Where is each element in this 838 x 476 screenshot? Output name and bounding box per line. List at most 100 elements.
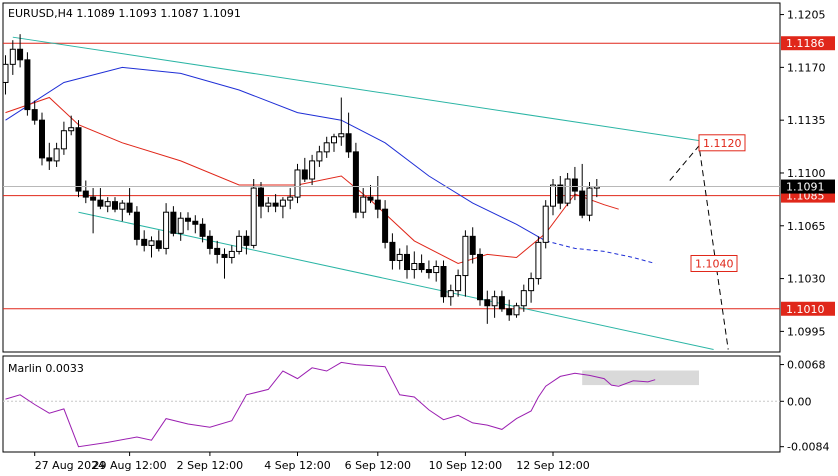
ma-blue-line bbox=[5, 66, 546, 242]
level-label-bg bbox=[781, 36, 835, 51]
indicator-tick-label: -0.0084 bbox=[787, 441, 829, 454]
candle-body bbox=[228, 250, 235, 258]
candle-body bbox=[396, 253, 403, 261]
candle-body bbox=[214, 247, 221, 255]
candle-body bbox=[352, 151, 359, 213]
candle-body bbox=[24, 59, 31, 111]
candle-body bbox=[506, 308, 513, 316]
candle-body bbox=[148, 240, 155, 246]
price-axis: 1.11861.10851.10101.12051.11701.11351.11… bbox=[780, 9, 835, 338]
candle-body bbox=[447, 290, 454, 298]
indicator-panel-frame bbox=[2, 355, 781, 453]
candle-body bbox=[2, 63, 9, 83]
candle-body bbox=[185, 217, 191, 222]
candle-body bbox=[440, 266, 447, 298]
current-price-label: 1.1091 bbox=[786, 181, 825, 194]
candle-body bbox=[586, 187, 593, 216]
candle-body bbox=[571, 178, 578, 192]
candle-body bbox=[331, 136, 337, 144]
candle-body bbox=[53, 148, 60, 162]
candle-body bbox=[382, 208, 389, 243]
time-tick-label: 10 Sep 12:00 bbox=[429, 459, 502, 472]
candle-body bbox=[221, 253, 228, 258]
indicator-plot bbox=[3, 361, 780, 448]
candle-body bbox=[97, 199, 104, 207]
highlight-box bbox=[582, 370, 699, 386]
candle-body bbox=[82, 190, 89, 198]
main-panel-frame bbox=[2, 2, 781, 353]
candle-body bbox=[411, 262, 418, 271]
level-label: 1.1010 bbox=[786, 303, 825, 316]
candle-body bbox=[199, 223, 206, 237]
candle-body bbox=[243, 235, 250, 246]
candle-body bbox=[9, 48, 16, 65]
price-tick-label: 1.1100 bbox=[787, 167, 826, 180]
candle-body bbox=[126, 202, 133, 213]
main-chart-title: EURUSD,H4 1.1089 1.1093 1.1087 1.1091 bbox=[8, 7, 241, 20]
channel-upper-line bbox=[12, 36, 714, 144]
candle-body bbox=[250, 187, 257, 246]
candle-body bbox=[206, 235, 213, 249]
candle-body bbox=[338, 133, 345, 138]
candle-body bbox=[462, 235, 469, 277]
candle-body bbox=[316, 151, 323, 162]
channel-lower-line bbox=[78, 211, 714, 350]
candle-body bbox=[287, 196, 294, 201]
price-tick-label: 1.1170 bbox=[787, 61, 826, 74]
candle-body bbox=[360, 196, 367, 213]
candle-body bbox=[75, 127, 82, 192]
level-label-bg bbox=[781, 301, 835, 316]
candle-body bbox=[236, 235, 243, 252]
price-tick-label: 1.1205 bbox=[787, 9, 826, 22]
candle-body bbox=[564, 178, 571, 204]
main-plot: 1.1120 1.1040 bbox=[2, 34, 780, 350]
candle-body bbox=[513, 305, 520, 316]
candle-body bbox=[170, 211, 177, 234]
candle-body bbox=[265, 202, 272, 207]
candle-body bbox=[491, 296, 498, 307]
candle-body bbox=[579, 190, 586, 216]
candle-body bbox=[542, 205, 549, 243]
candle-body bbox=[345, 133, 352, 153]
candle-body bbox=[557, 184, 564, 204]
candle-body bbox=[433, 266, 440, 274]
indicator-tick-label: 0.00 bbox=[787, 395, 812, 408]
candle-body bbox=[418, 262, 425, 271]
time-tick-label: 12 Sep 12:00 bbox=[516, 459, 589, 472]
time-tick-label: 29 Aug 12:00 bbox=[93, 459, 167, 472]
candle-body bbox=[141, 238, 148, 246]
price-tick-label: 1.1065 bbox=[787, 220, 826, 233]
price-tick-label: 1.0995 bbox=[787, 325, 826, 338]
price-tick-label: 1.1030 bbox=[787, 273, 826, 286]
ma-blue-projection bbox=[545, 240, 656, 264]
candle-body bbox=[455, 275, 462, 292]
candle-body bbox=[425, 269, 432, 274]
candle-body bbox=[155, 240, 162, 249]
candle-body bbox=[309, 160, 316, 180]
candle-body bbox=[133, 211, 140, 240]
candle-body bbox=[520, 290, 527, 307]
candle-body bbox=[31, 109, 38, 121]
price-tick-label: 1.1135 bbox=[787, 114, 826, 127]
candle-body bbox=[46, 157, 53, 162]
candle-body bbox=[469, 235, 476, 255]
candle-body bbox=[367, 196, 374, 201]
level-label: 1.1186 bbox=[786, 37, 825, 50]
target-label-box bbox=[698, 134, 746, 152]
candle-body bbox=[389, 241, 396, 261]
indicator-title: Marlin 0.0033 bbox=[8, 362, 84, 375]
candle-body bbox=[279, 199, 286, 207]
candle-body bbox=[60, 130, 67, 150]
candle-body bbox=[294, 169, 301, 198]
marlin-line bbox=[5, 361, 656, 448]
candle-body bbox=[90, 196, 97, 201]
candle-body bbox=[498, 296, 505, 310]
candle-body bbox=[550, 184, 556, 207]
candle-body bbox=[112, 201, 118, 210]
indicator-axis: 0.0068 0.00 -0.0084 bbox=[780, 359, 829, 454]
target-label-box bbox=[690, 254, 738, 272]
candle-body bbox=[272, 202, 279, 207]
candle-body bbox=[104, 201, 111, 207]
candle-body bbox=[119, 202, 126, 210]
